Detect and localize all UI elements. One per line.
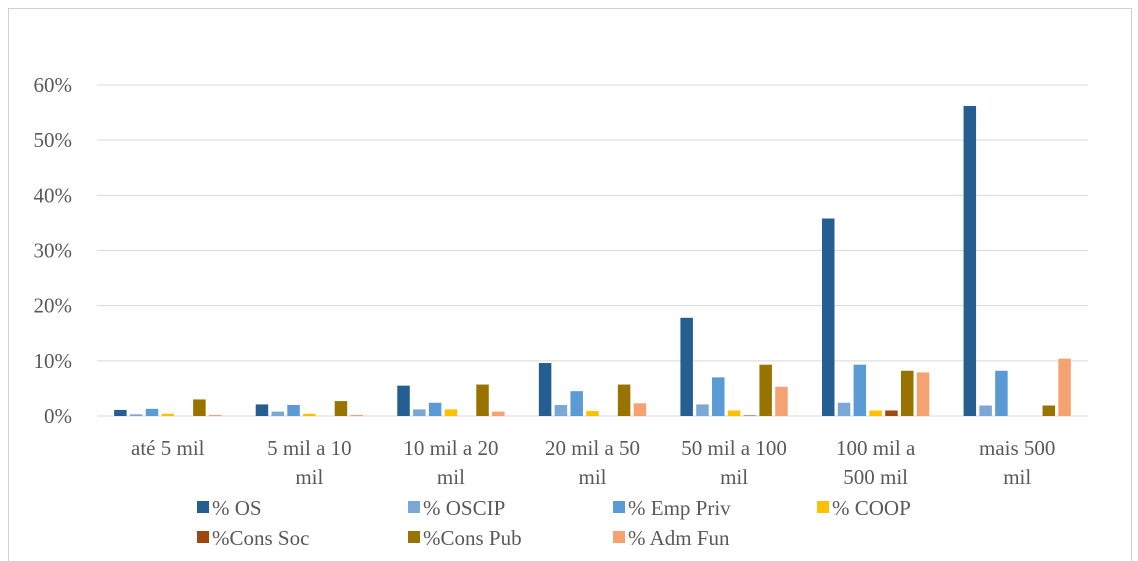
x-category-label: 50 mil a 100 <box>681 436 787 460</box>
x-category-label: mil <box>295 465 323 489</box>
bar <box>413 409 426 416</box>
bar <box>963 105 977 417</box>
bar <box>287 404 300 416</box>
x-category-label: mais 500 <box>979 436 1055 460</box>
bar <box>916 372 930 416</box>
bar <box>350 414 364 416</box>
chart-frame <box>8 8 1132 561</box>
legend-label: % Adm Fun <box>628 526 730 550</box>
bar <box>570 391 583 416</box>
bar <box>617 384 631 416</box>
bar <box>979 405 992 416</box>
x-category-label: 100 mil a <box>836 436 916 460</box>
bar <box>129 414 143 416</box>
bar <box>727 410 741 416</box>
legend-label: %Cons Soc <box>212 526 309 550</box>
legend-swatch <box>197 531 209 543</box>
y-tick-label: 20% <box>34 294 73 318</box>
bar <box>995 370 1008 416</box>
gridlines <box>97 84 1088 417</box>
bar <box>208 414 222 416</box>
x-category-label: 500 mil <box>843 465 908 489</box>
x-category-label: mil <box>578 465 606 489</box>
legend-label: % OS <box>212 496 262 520</box>
bar <box>853 364 867 416</box>
bar <box>775 386 788 416</box>
bar <box>743 415 757 416</box>
legend: % OS % OSCIP % Emp Priv % COOP %Cons Soc %Con… <box>197 496 911 550</box>
bar <box>554 404 568 416</box>
bar <box>633 403 647 416</box>
bar <box>821 218 835 416</box>
bar <box>680 317 693 416</box>
legend-swatch <box>817 501 829 513</box>
y-tick-label: 50% <box>34 128 73 152</box>
bar <box>255 404 269 416</box>
x-axis-categories: até 5 mil 5 mil a 10 mil 10 mil a 20 mil 20 m… <box>131 436 1055 489</box>
legend-label: %Cons Pub <box>423 526 522 550</box>
x-category-label: 5 mil a 10 <box>267 436 352 460</box>
bar <box>114 409 127 416</box>
x-category-label: até 5 mil <box>131 436 205 460</box>
x-category-label: 20 mil a 50 <box>545 436 640 460</box>
legend-swatch <box>197 501 209 513</box>
bar <box>476 384 489 416</box>
legend-swatch <box>613 531 625 543</box>
legend-label: % Emp Priv <box>628 496 731 520</box>
bar <box>492 411 505 416</box>
bar <box>334 401 348 416</box>
bar <box>193 399 206 416</box>
bar <box>869 410 882 416</box>
x-category-label: 10 mil a 20 <box>403 436 498 460</box>
y-tick-label: 40% <box>34 183 73 207</box>
bar <box>759 364 772 416</box>
bars <box>114 105 1071 417</box>
bar <box>397 385 410 416</box>
y-tick-label: 60% <box>34 73 73 97</box>
legend-swatch <box>408 501 420 513</box>
y-tick-label: 30% <box>34 239 73 263</box>
bar <box>428 402 442 416</box>
bar <box>900 370 914 416</box>
y-axis-ticks: 0% 10% 20% 30% 40% 50% 60% <box>34 73 73 428</box>
bar <box>538 363 552 416</box>
bar <box>885 410 898 416</box>
x-category-label: mil <box>437 465 465 489</box>
x-category-label: mil <box>1003 465 1031 489</box>
bar <box>145 408 159 416</box>
bar <box>712 377 725 416</box>
bar <box>303 413 316 416</box>
legend-label: % OSCIP <box>423 496 505 520</box>
bar <box>161 413 175 416</box>
legend-swatch <box>408 531 420 543</box>
legend-label: % COOP <box>832 496 911 520</box>
bar <box>586 411 599 416</box>
bar <box>1042 405 1056 416</box>
bar <box>696 404 709 416</box>
bar <box>837 402 851 416</box>
x-category-label: mil <box>720 465 748 489</box>
y-tick-label: 10% <box>34 349 73 373</box>
y-tick-label: 0% <box>44 404 72 428</box>
bar <box>271 411 285 416</box>
legend-swatch <box>613 501 625 513</box>
bar <box>1058 358 1071 416</box>
bar <box>444 409 458 416</box>
